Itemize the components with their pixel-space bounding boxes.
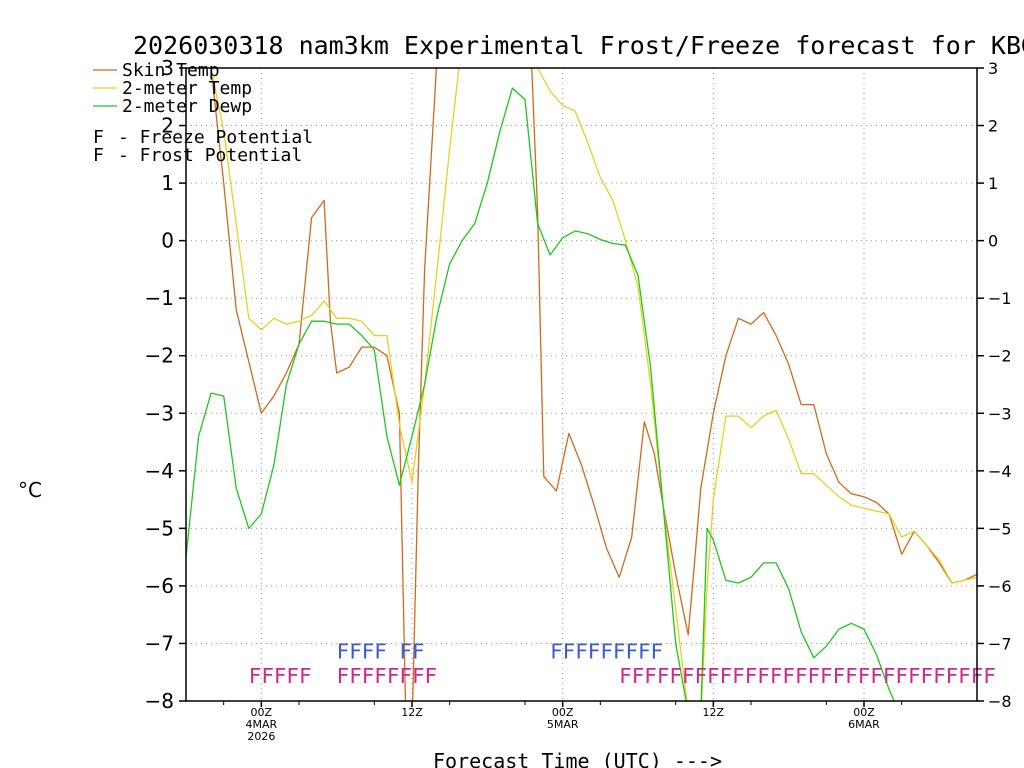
y-tick-label-left: −7 <box>145 631 174 655</box>
x-tick-label: 2026 <box>247 730 275 743</box>
series-line-skin <box>210 68 977 701</box>
y-tick-label-left: 1 <box>161 171 174 195</box>
x-tick-label: 12Z <box>703 706 725 719</box>
y-tick-label-right: −8 <box>988 692 1012 711</box>
y-tick-label-left: 3 <box>161 56 174 80</box>
y-tick-label-left: −8 <box>145 689 174 713</box>
x-tick-label: 00Z <box>552 706 574 719</box>
chart-title: 2026030318 nam3km Experimental Frost/Fre… <box>133 31 1024 60</box>
y-tick-label-right: 3 <box>988 59 998 78</box>
y-tick-label-left: 2 <box>161 114 174 138</box>
y-tick-label-right: −5 <box>988 519 1012 538</box>
series-layer <box>186 68 977 701</box>
legend-label-skin: Skin Temp <box>122 60 220 81</box>
grid <box>186 68 977 701</box>
legend-label-temp: 2-meter Temp <box>122 78 252 99</box>
x-axis-label: Forecast Time (UTC) ---> <box>433 749 722 768</box>
y-tick-label-left: −3 <box>145 401 174 425</box>
y-tick-label-right: 1 <box>988 174 998 193</box>
marker-layer: FFFFF FFFFFFFF FFFFFFFFFFFFFFFFFFFFFFFFFFF… <box>249 639 996 688</box>
x-tick-label: 4MAR <box>245 718 277 731</box>
series-line-dewp <box>186 87 895 701</box>
y-tick-label-right: 2 <box>988 117 998 136</box>
series-line-temp <box>210 68 977 701</box>
y-axis-label: °C <box>18 478 42 502</box>
axes: −8 −8 −7 −7 −6 −6 −5 −5 −4 −4 −3 −3 −2 −2 −1 −1 0 0 1 1 2 2 3 3… <box>145 56 1012 743</box>
x-tick-label: 00Z <box>853 706 875 719</box>
legend-label-frost: - Frost Potential <box>118 145 302 166</box>
y-tick-label-right: −4 <box>988 462 1012 481</box>
x-tick-label: 00Z <box>251 706 273 719</box>
x-tick-label: 5MAR <box>547 718 579 731</box>
freeze-potential-marker: FFFFFFFFFFFFFFFFFFFFFFFFFFFFFF <box>619 664 996 688</box>
y-tick-label-left: −4 <box>145 459 174 483</box>
legend-glyph-frost: F <box>93 145 104 166</box>
y-tick-label-right: 0 <box>988 232 998 251</box>
plot-frame <box>185 67 978 702</box>
y-tick-label-left: 0 <box>161 229 174 253</box>
freeze-potential-marker: FFFFFFFF <box>337 664 437 688</box>
freeze-potential-marker: FFFFF <box>249 664 312 688</box>
y-tick-label-left: −5 <box>145 516 174 540</box>
y-tick-label-right: −1 <box>988 289 1012 308</box>
y-tick-label-right: −7 <box>988 634 1012 653</box>
y-tick-label-left: −1 <box>145 286 174 310</box>
x-tick-label: 12Z <box>401 706 423 719</box>
y-tick-label-right: −2 <box>988 347 1012 366</box>
frost-potential-marker: FFFFFFFFF <box>550 639 663 663</box>
legend-label-freeze: - Freeze Potential <box>118 127 313 148</box>
y-tick-label-left: −2 <box>145 344 174 368</box>
legend-label-dewp: 2-meter Dewp <box>122 96 252 117</box>
x-tick-label: 6MAR <box>848 718 880 731</box>
y-tick-label-left: −6 <box>145 574 174 598</box>
y-tick-label-right: −6 <box>988 577 1012 596</box>
legend-glyph-freeze: F <box>93 127 104 148</box>
frost-potential-marker: FFFF <box>337 639 387 663</box>
y-tick-label-right: −3 <box>988 404 1012 423</box>
frost-potential-marker: FF <box>399 639 424 663</box>
